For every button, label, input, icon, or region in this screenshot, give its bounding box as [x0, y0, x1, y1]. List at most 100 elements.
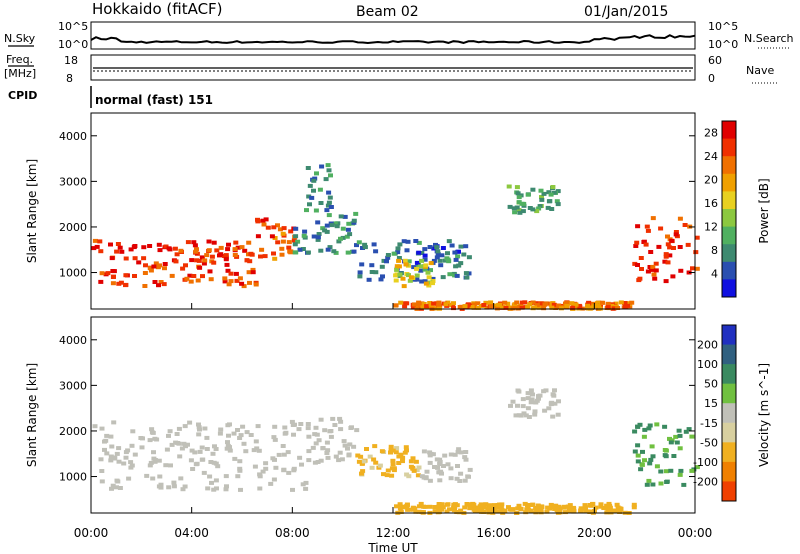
radar-title: Hokkaido (fitACF): [92, 0, 223, 18]
echo-cell-1-0: [272, 424, 278, 429]
echo-cell-0-4: [454, 273, 460, 278]
colorbar-swatch: [722, 156, 736, 175]
echo-cell-1-1: [341, 439, 347, 444]
echo-cell-1-5: [571, 505, 576, 510]
echo-cell-1-0: [188, 458, 194, 463]
echo-cell-0-7: [570, 305, 576, 310]
echo-cell-1-1: [306, 458, 312, 463]
echo-cell-0-1: [272, 236, 278, 240]
echo-cell-1-5: [445, 502, 451, 507]
echo-cell-0-4: [456, 249, 461, 254]
echo-cell-1-5: [492, 503, 498, 508]
echo-cell-0-2: [318, 248, 324, 253]
echo-cell-0-3: [307, 202, 312, 207]
echo-cell-0-4: [418, 268, 424, 273]
echo-cell-1-4: [546, 406, 552, 411]
echo-cell-1-0: [121, 461, 127, 466]
echo-cell-0-8: [638, 256, 644, 260]
echo-cell-0-8: [647, 265, 653, 269]
echo-cell-0-0: [249, 252, 255, 257]
echo-cell-0-7: [451, 301, 456, 306]
echo-cell-0-7: [539, 301, 545, 306]
echo-cell-1-6: [647, 423, 653, 428]
echo-cell-0-0: [193, 249, 199, 254]
echo-cell-0-4: [431, 258, 437, 263]
echo-cell-0-0: [218, 245, 224, 250]
echo-cell-1-5: [416, 504, 422, 509]
echo-cell-1-0: [201, 470, 207, 475]
echo-cell-1-3: [427, 478, 433, 483]
echo-cell-0-5: [408, 275, 414, 280]
echo-cell-0-0: [224, 262, 230, 267]
echo-cell-1-0: [291, 432, 296, 437]
echo-cell-0-7: [625, 303, 631, 308]
echo-cell-0-0: [206, 239, 212, 244]
echo-cell-0-5: [396, 258, 402, 263]
echo-cell-1-3: [448, 476, 454, 481]
echo-cell-1-2: [416, 465, 422, 470]
freq-panel-frame: [90, 54, 696, 81]
echo-cell-1-0: [271, 477, 277, 482]
echo-cell-1-6: [635, 453, 641, 458]
echo-cell-1-2: [414, 468, 420, 472]
echo-cell-0-7: [481, 303, 487, 307]
echo-cell-1-6: [646, 426, 652, 431]
echo-cell-0-4: [463, 271, 469, 276]
echo-cell-1-0: [286, 470, 292, 475]
echo-cell-0-1: [272, 256, 278, 261]
echo-cell-0-4: [434, 255, 440, 260]
echo-cell-1-0: [299, 462, 304, 467]
echo-cell-1-1: [338, 427, 344, 432]
echo-cell-1-0: [213, 478, 219, 483]
echo-cell-1-1: [313, 425, 319, 430]
echo-cell-0-7: [569, 301, 575, 306]
echo-cell-1-3: [457, 479, 463, 483]
echo-cell-0-0: [162, 262, 168, 266]
echo-cell-0-4: [463, 244, 469, 249]
echo-cell-1-5: [394, 504, 399, 509]
echo-cell-0-3: [311, 188, 316, 193]
echo-cell-1-0: [243, 449, 249, 454]
echo-cell-1-0: [129, 443, 135, 448]
colorbar-tick-label: 12: [704, 221, 718, 234]
echo-cell-0-4: [422, 267, 428, 272]
echo-cell-1-0: [252, 464, 258, 469]
velocity-colorbar-label: Velocity [m s^-1]: [757, 363, 771, 467]
echo-cell-1-0: [114, 478, 120, 483]
echo-cell-1-3: [448, 466, 454, 471]
echo-cell-0-5: [403, 262, 409, 267]
echo-cell-0-4: [395, 250, 401, 255]
echo-cell-1-5: [477, 504, 483, 509]
echo-cell-0-0: [208, 277, 214, 282]
echo-cell-0-6: [539, 197, 545, 202]
echo-cell-0-8: [673, 232, 679, 237]
echo-cell-1-6: [686, 427, 692, 432]
echo-cell-0-0: [247, 259, 253, 264]
echo-cell-0-4: [373, 249, 379, 254]
echo-cell-1-0: [281, 468, 287, 473]
echo-cell-1-0: [282, 425, 288, 430]
echo-cell-1-3: [462, 478, 468, 483]
echo-cell-0-2: [354, 243, 359, 248]
echo-cell-0-7: [611, 306, 617, 311]
echo-cell-0-2: [338, 236, 343, 241]
echo-cell-0-4: [439, 253, 445, 258]
echo-cell-0-6: [555, 202, 561, 207]
echo-cell-1-0: [166, 433, 171, 438]
echo-cell-0-0: [157, 248, 163, 253]
echo-cell-0-5: [428, 261, 434, 266]
echo-cell-1-0: [180, 487, 186, 492]
echo-cell-0-0: [117, 245, 123, 250]
echo-cell-0-4: [453, 257, 459, 262]
echo-cell-0-1: [271, 225, 277, 230]
echo-cell-1-5: [440, 505, 446, 510]
echo-cell-1-6: [658, 481, 664, 486]
echo-cell-1-5: [529, 503, 534, 507]
echo-cell-1-0: [168, 463, 173, 468]
echo-cell-1-2: [413, 459, 419, 464]
echo-cell-0-7: [412, 302, 417, 307]
echo-cell-0-2: [332, 221, 338, 226]
echo-cell-1-2: [406, 474, 412, 479]
echo-cell-0-7: [475, 301, 481, 306]
echo-cell-1-1: [314, 432, 320, 437]
